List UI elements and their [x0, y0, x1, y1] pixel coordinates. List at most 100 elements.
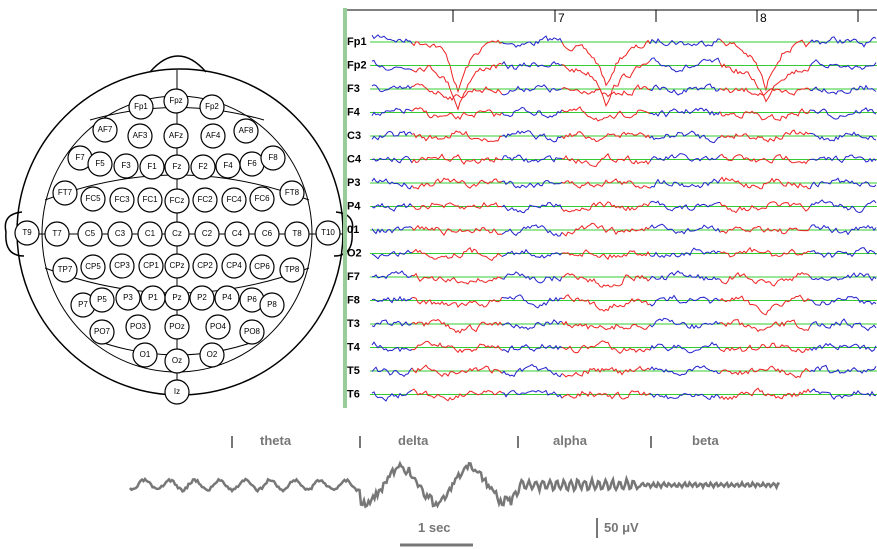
electrode — [200, 123, 226, 149]
electrode — [92, 117, 118, 143]
eeg-trace — [371, 249, 413, 260]
electrode — [128, 94, 154, 120]
eeg-trace — [411, 83, 503, 101]
eeg-trace — [719, 176, 811, 190]
electrode — [194, 221, 220, 247]
channel-label: C3 — [347, 130, 361, 142]
electrode-label: CP6 — [254, 262, 270, 271]
eeg-trace — [371, 130, 413, 141]
eeg-trace — [649, 38, 721, 47]
electrode-label: Fpz — [169, 96, 182, 105]
electrode — [164, 253, 190, 279]
electrode-label: FC3 — [114, 195, 130, 204]
eeg-trace — [649, 247, 721, 259]
eeg-trace — [809, 177, 877, 190]
electrode-label: CP4 — [226, 261, 242, 270]
electrode — [125, 314, 151, 340]
electrode — [80, 254, 106, 280]
channel-label: F4 — [347, 106, 361, 118]
electrode-label: P6 — [247, 295, 257, 304]
eeg-trace — [561, 84, 651, 98]
electrode-label: CPz — [169, 261, 184, 270]
electrode-label: P3 — [123, 293, 133, 302]
eeg-trace — [501, 248, 563, 259]
electrode — [77, 221, 103, 247]
electrode-label: TP7 — [58, 265, 73, 274]
eeg-trace — [649, 223, 721, 235]
eeg-trace — [411, 272, 503, 285]
eeg-trace — [649, 130, 721, 144]
electrode-label: F1 — [147, 162, 157, 171]
electrode-label: C5 — [85, 229, 96, 238]
eeg-trace — [649, 83, 721, 96]
electrode — [214, 285, 240, 311]
eeg-trace — [649, 200, 721, 212]
electrode — [260, 145, 286, 171]
eeg-trace — [411, 153, 503, 165]
time-marker: 8 — [760, 11, 767, 25]
electrode-label: P4 — [222, 293, 232, 302]
electrode-label: C4 — [232, 229, 243, 238]
channel-label: P4 — [347, 200, 361, 212]
electrode — [87, 151, 113, 177]
electrode-label: CP3 — [114, 261, 130, 270]
channel-label: F8 — [347, 294, 360, 306]
eeg-trace — [561, 340, 651, 354]
channel-label: Fp1 — [347, 36, 367, 48]
eeg-trace — [719, 271, 811, 287]
eeg-trace — [561, 201, 651, 213]
electrode — [164, 379, 190, 405]
eeg-trace — [719, 365, 811, 379]
band-label: beta — [692, 433, 720, 448]
eeg-trace — [649, 57, 721, 73]
electrode — [107, 221, 133, 247]
electrode — [132, 342, 158, 368]
eeg-trace — [561, 272, 651, 288]
electrode — [164, 285, 190, 311]
eeg-trace — [719, 38, 811, 91]
eeg-trace — [371, 341, 413, 353]
electrode — [205, 314, 231, 340]
eeg-trace — [371, 84, 413, 93]
eeg-trace — [411, 107, 503, 121]
eeg-trace — [649, 107, 721, 118]
eeg-trace — [501, 84, 563, 96]
electrode-label: C6 — [262, 229, 273, 238]
eeg-trace — [649, 365, 721, 377]
electrode-label: P7 — [78, 300, 88, 309]
electrode-label: Fp1 — [134, 102, 148, 111]
eeg-trace — [371, 295, 413, 304]
electrode-label: CP2 — [197, 261, 213, 270]
eeg-trace — [411, 177, 503, 190]
electrode-label: P8 — [267, 300, 277, 309]
electrode — [164, 348, 190, 374]
electrode-label: T8 — [292, 229, 302, 238]
electrode-label: FT8 — [285, 188, 300, 197]
electrode-label: C3 — [115, 229, 126, 238]
electrode — [279, 257, 305, 283]
eeg-trace — [719, 246, 811, 258]
eeg-trace — [411, 340, 503, 354]
eeg-trace — [371, 366, 413, 377]
channel-label: T6 — [347, 388, 360, 400]
eeg-trace — [719, 62, 811, 103]
electrode-label: Fz — [173, 162, 182, 171]
eeg-trace — [719, 225, 811, 235]
electrode — [52, 180, 78, 206]
eeg-trace — [501, 180, 563, 189]
electrode-label: POz — [169, 322, 185, 331]
electrode-label: AF3 — [133, 131, 148, 140]
electrode-label: C1 — [145, 229, 156, 238]
channel-label: O2 — [347, 247, 362, 259]
eeg-trace — [371, 319, 413, 328]
eeg-trace — [371, 34, 413, 44]
channel-label: C4 — [347, 153, 362, 165]
eeg-trace — [411, 318, 503, 334]
channel-label: 01 — [347, 224, 359, 236]
electrode — [89, 319, 115, 345]
electrode-label: T7 — [52, 229, 62, 238]
eeg-panel: 7 8 Fp1 Fp2 F3 F4 C3 C4 P3 P4 01 O2 F7 F8 T3 T4 T5 T6 — [347, 10, 877, 402]
bands-panel: theta delta alpha beta 1 sec 50 μV — [129, 433, 780, 547]
eeg-trace — [809, 84, 877, 95]
eeg-trace — [561, 153, 651, 168]
